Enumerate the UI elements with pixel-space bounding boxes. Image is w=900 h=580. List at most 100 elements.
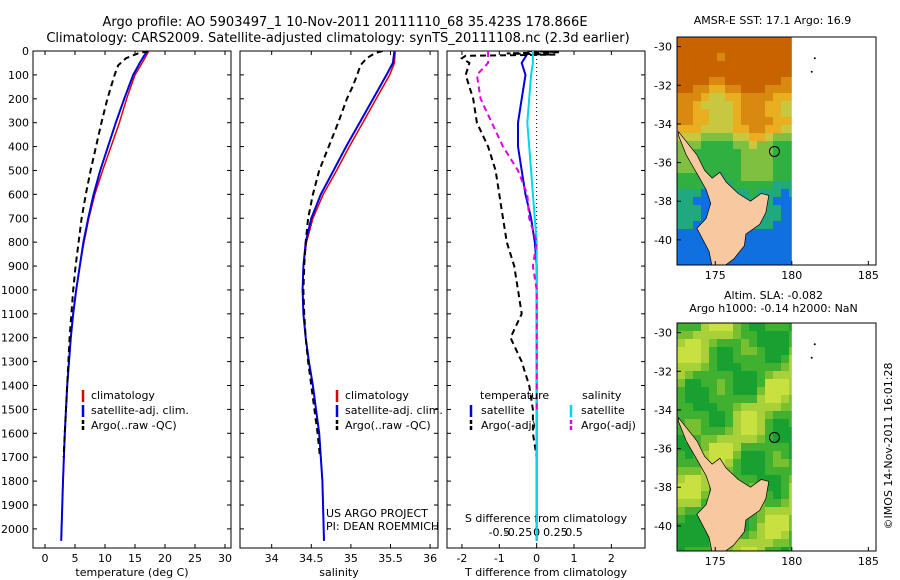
temperature-xtick-label: 0 xyxy=(42,552,49,565)
temperature-frame xyxy=(32,50,232,549)
sst-map-ytick-label: -30 xyxy=(654,41,672,54)
differences-series-magenta-dash xyxy=(475,51,538,410)
sla-map-xtick-label: 180 xyxy=(781,555,802,568)
s-diff-xlabel: S difference from climatology xyxy=(465,512,628,525)
island-marker xyxy=(810,70,813,73)
temperature-legend-label: Argo(..raw -QC) xyxy=(91,419,177,432)
temperature-xtick-label: 5 xyxy=(72,552,79,565)
temperature-xtick-label: 10 xyxy=(98,552,112,565)
panel-salinity: 34 34.5 35 35.5 36 salinity climatology satelli… xyxy=(239,50,443,579)
depth-tick-label: 1700 xyxy=(1,451,29,464)
argo-position-marker xyxy=(768,431,780,443)
depth-tick-label: 1500 xyxy=(1,403,29,416)
depth-tick-label: 1600 xyxy=(1,427,29,440)
panel-sla-map: -30 -32 -34 -36 -38 -40 175 180 185 Altim. SLA: -… xyxy=(654,289,879,568)
s-diff-tick-label: -0.5 xyxy=(489,526,510,539)
sla-map-ytick-label: -34 xyxy=(654,404,672,417)
temperature-xlabel: temperature (deg C) xyxy=(75,566,188,579)
differences-xtick-label: 1 xyxy=(571,552,578,565)
salinity-xtick-label: 35 xyxy=(344,552,358,565)
temperature-xtick-label: 25 xyxy=(188,552,202,565)
differences-xlabel: T difference from climatology xyxy=(464,566,627,579)
salinity-legend-label: climatology xyxy=(345,389,409,402)
salinity-frame xyxy=(239,50,439,549)
sla-map-ytick-label: -32 xyxy=(654,365,672,378)
figure-title-line1: Argo profile: AO 5903497_1 10-Nov-2011 2… xyxy=(102,15,587,30)
depth-tick-label: 100 xyxy=(8,69,29,82)
imos-timestamp: ©IMOS 14-Nov-2011 16:01:28 xyxy=(882,363,895,530)
sst-map-ytick-label: -34 xyxy=(654,118,672,131)
sla-map-ytick-label: -36 xyxy=(654,443,672,456)
diff-legend-label: Argo(-adj) xyxy=(581,419,636,432)
new-zealand-land xyxy=(678,416,770,551)
sla-map-title: Altim. SLA: -0.082 xyxy=(724,289,823,302)
salinity-legend-label: Argo(..raw -QC) xyxy=(345,419,431,432)
sla-map-frame xyxy=(676,322,877,552)
sla-map-field xyxy=(677,323,792,551)
project-annotation: US ARGO PROJECT xyxy=(326,507,428,520)
temperature-xtick-label: 15 xyxy=(128,552,142,565)
sst-map-field xyxy=(677,37,792,265)
sst-map-ytick-label: -32 xyxy=(654,79,672,92)
depth-tick-label: 200 xyxy=(8,93,29,106)
differences-series-cyan xyxy=(526,51,538,541)
depth-tick-label: 900 xyxy=(8,260,29,273)
sst-map-title: AMSR-E SST: 17.1 Argo: 16.9 xyxy=(694,14,852,27)
diff-legend-label: Argo(-adj) xyxy=(481,419,536,432)
differences-xtick-label: -2 xyxy=(456,552,467,565)
sla-map-ytick-label: -40 xyxy=(654,520,672,533)
temperature-xtick-label: 20 xyxy=(158,552,172,565)
depth-tick-label: 300 xyxy=(8,117,29,130)
temperature-series-blue xyxy=(60,51,148,541)
island-marker xyxy=(810,356,813,359)
argo-position-marker xyxy=(768,145,780,157)
panel-sst-map: -30 -32 -34 -36 -38 -40 175 180 185 AMSR-E SST: 1… xyxy=(654,14,879,282)
legend-title-salinity: salinity xyxy=(582,389,622,402)
differences-xtick-label: 0 xyxy=(533,552,540,565)
depth-tick-label: 800 xyxy=(8,236,29,249)
legend-title-temperature: temperature xyxy=(480,389,549,402)
depth-tick-label: 2000 xyxy=(1,523,29,536)
depth-tick-label: 600 xyxy=(8,188,29,201)
project-annotation: PI: DEAN ROEMMICH xyxy=(326,520,439,533)
depth-tick-label: 400 xyxy=(8,141,29,154)
depth-tick-label: 1200 xyxy=(1,332,29,345)
temperature-legend-label: climatology xyxy=(91,389,155,402)
sst-map-frame xyxy=(676,36,877,266)
sst-map-ytick-label: -40 xyxy=(654,234,672,247)
panel-differences: -2 -1 0 1 2T difference from climatology -0.5… xyxy=(446,50,646,579)
diff-legend-label: satellite xyxy=(581,404,625,417)
sst-map-xtick-label: 180 xyxy=(781,269,802,282)
depth-tick-label: 1000 xyxy=(1,284,29,297)
s-diff-tick-label: 0.5 xyxy=(565,526,583,539)
salinity-xtick-label: 35.5 xyxy=(378,552,403,565)
new-zealand-land xyxy=(678,130,770,265)
panel-temperature: 0 5 10 15 20 25 300100200300400500600700800900… xyxy=(1,45,232,579)
salinity-xtick-label: 34.5 xyxy=(299,552,324,565)
s-diff-tick-label: 0.25 xyxy=(543,526,568,539)
depth-tick-label: 1400 xyxy=(1,380,29,393)
depth-tick-label: 1100 xyxy=(1,308,29,321)
depth-tick-label: 700 xyxy=(8,212,29,225)
sla-map-title: Argo h1000: -0.14 h2000: NaN xyxy=(689,302,858,315)
sst-map-xtick-label: 175 xyxy=(705,269,726,282)
sst-map-ytick-label: -38 xyxy=(654,195,672,208)
temperature-xtick-label: 30 xyxy=(218,552,232,565)
salinity-xtick-label: 36 xyxy=(423,552,437,565)
salinity-legend-label: satellite-adj. clim. xyxy=(345,404,443,417)
s-diff-tick-label: -0.25 xyxy=(504,526,532,539)
sst-map-ytick-label: -36 xyxy=(654,157,672,170)
sla-map-xtick-label: 185 xyxy=(858,555,879,568)
differences-xtick-label: 2 xyxy=(608,552,615,565)
depth-tick-label: 1900 xyxy=(1,499,29,512)
sla-map-ytick-label: -30 xyxy=(654,327,672,340)
island-marker xyxy=(813,343,816,346)
figure-title-line2: Climatology: CARS2009. Satellite-adjuste… xyxy=(46,31,629,46)
differences-xtick-label: -1 xyxy=(494,552,505,565)
diff-legend-label: satellite xyxy=(481,404,525,417)
depth-tick-label: 1800 xyxy=(1,475,29,488)
depth-tick-label: 1300 xyxy=(1,356,29,369)
charts-group: 0 5 10 15 20 25 300100200300400500600700800900… xyxy=(1,14,879,579)
differences-frame xyxy=(446,50,646,549)
